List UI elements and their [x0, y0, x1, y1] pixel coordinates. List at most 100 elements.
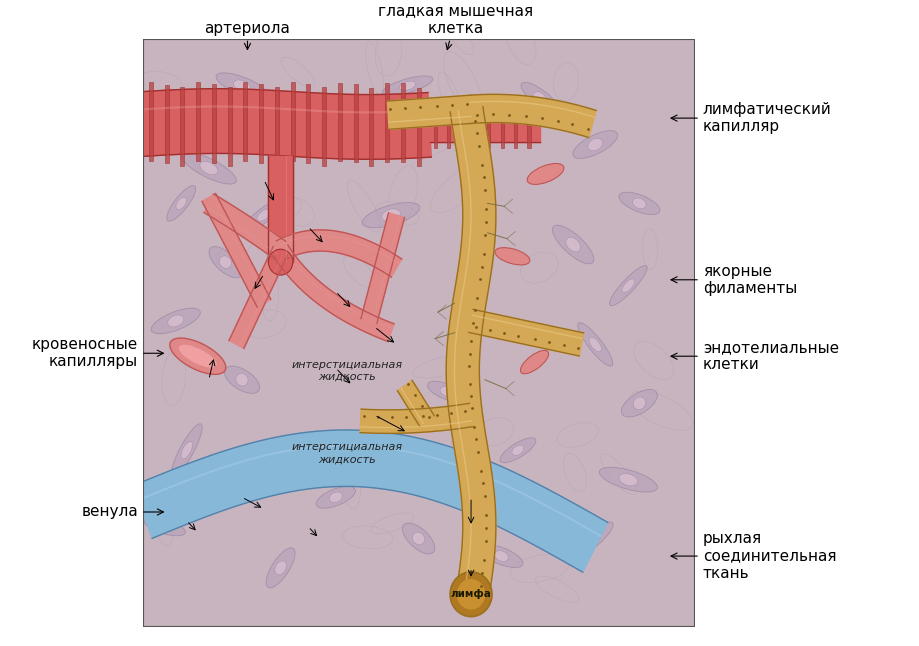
Ellipse shape	[199, 162, 218, 175]
Ellipse shape	[511, 445, 524, 455]
Polygon shape	[268, 156, 292, 262]
Bar	[227, 87, 232, 166]
Ellipse shape	[494, 247, 529, 265]
Text: гладкая мышечная
клетка: гладкая мышечная клетка	[378, 3, 532, 50]
Ellipse shape	[166, 185, 196, 221]
Ellipse shape	[587, 138, 602, 151]
Bar	[275, 87, 278, 166]
Ellipse shape	[312, 104, 326, 115]
Bar	[527, 101, 530, 147]
Bar	[290, 83, 294, 162]
Polygon shape	[141, 89, 431, 160]
Bar	[211, 85, 216, 163]
Polygon shape	[360, 213, 404, 323]
Ellipse shape	[427, 381, 464, 402]
Ellipse shape	[402, 523, 435, 554]
Ellipse shape	[316, 486, 355, 508]
Ellipse shape	[170, 338, 225, 375]
Ellipse shape	[494, 550, 508, 561]
Ellipse shape	[577, 522, 612, 555]
Polygon shape	[276, 230, 402, 277]
Bar	[244, 82, 247, 161]
Ellipse shape	[382, 76, 432, 96]
Bar	[433, 101, 437, 147]
Bar	[165, 85, 168, 163]
Ellipse shape	[178, 345, 217, 368]
Polygon shape	[470, 94, 596, 138]
Ellipse shape	[632, 397, 645, 410]
Ellipse shape	[621, 279, 634, 293]
Ellipse shape	[168, 103, 183, 116]
Ellipse shape	[268, 249, 292, 275]
Bar	[473, 101, 477, 147]
Bar	[486, 101, 490, 147]
Ellipse shape	[520, 82, 559, 113]
Bar	[460, 101, 463, 147]
Ellipse shape	[181, 442, 192, 459]
Ellipse shape	[144, 517, 185, 536]
Text: венула: венула	[81, 505, 164, 519]
Ellipse shape	[532, 491, 547, 503]
Ellipse shape	[533, 92, 546, 103]
Polygon shape	[359, 403, 472, 433]
Ellipse shape	[219, 256, 232, 269]
Polygon shape	[429, 107, 539, 141]
Bar	[322, 87, 325, 166]
Ellipse shape	[520, 350, 548, 374]
Ellipse shape	[224, 366, 259, 393]
Ellipse shape	[598, 467, 657, 492]
Ellipse shape	[551, 225, 594, 264]
Ellipse shape	[588, 532, 601, 545]
Ellipse shape	[243, 198, 285, 232]
Ellipse shape	[399, 81, 415, 90]
Polygon shape	[469, 309, 583, 356]
Bar	[149, 82, 153, 161]
Ellipse shape	[362, 203, 419, 227]
Bar	[385, 83, 389, 162]
Ellipse shape	[381, 209, 400, 222]
Text: лимфа: лимфа	[450, 589, 491, 599]
Ellipse shape	[620, 390, 657, 417]
Polygon shape	[133, 430, 607, 572]
Ellipse shape	[577, 323, 612, 366]
Bar	[196, 82, 199, 161]
Bar	[353, 84, 357, 163]
Bar	[306, 84, 310, 163]
Bar	[337, 83, 342, 162]
Ellipse shape	[154, 94, 197, 125]
Ellipse shape	[171, 424, 202, 477]
Polygon shape	[397, 380, 434, 426]
Ellipse shape	[632, 198, 645, 209]
Ellipse shape	[573, 130, 617, 158]
Ellipse shape	[609, 266, 646, 306]
Ellipse shape	[527, 163, 563, 184]
Polygon shape	[446, 107, 495, 606]
Ellipse shape	[151, 308, 200, 334]
Bar	[259, 84, 263, 163]
Ellipse shape	[256, 209, 271, 221]
Text: кровеносные
капилляры: кровеносные капилляры	[32, 337, 164, 370]
Polygon shape	[202, 194, 270, 307]
Text: лимфатический
капилляр: лимфатический капилляр	[670, 102, 831, 134]
Ellipse shape	[235, 373, 248, 386]
Bar	[514, 101, 516, 147]
Text: эндотелиальные
клетки: эндотелиальные клетки	[670, 340, 838, 372]
Ellipse shape	[233, 80, 250, 92]
Ellipse shape	[618, 474, 637, 486]
Ellipse shape	[480, 545, 522, 568]
Ellipse shape	[297, 96, 341, 122]
Ellipse shape	[246, 474, 259, 486]
Text: артериола: артериола	[204, 21, 290, 50]
Ellipse shape	[216, 73, 267, 99]
Ellipse shape	[516, 481, 563, 513]
Ellipse shape	[412, 532, 425, 545]
Circle shape	[456, 579, 485, 610]
Text: якорные
филаменты: якорные филаменты	[670, 264, 796, 296]
Bar	[447, 101, 449, 147]
Ellipse shape	[588, 337, 601, 352]
Ellipse shape	[565, 237, 580, 252]
Bar	[500, 101, 504, 147]
Bar	[401, 83, 404, 162]
Bar	[416, 88, 420, 166]
Text: интерстициальная
жидкость: интерстициальная жидкость	[291, 360, 402, 382]
